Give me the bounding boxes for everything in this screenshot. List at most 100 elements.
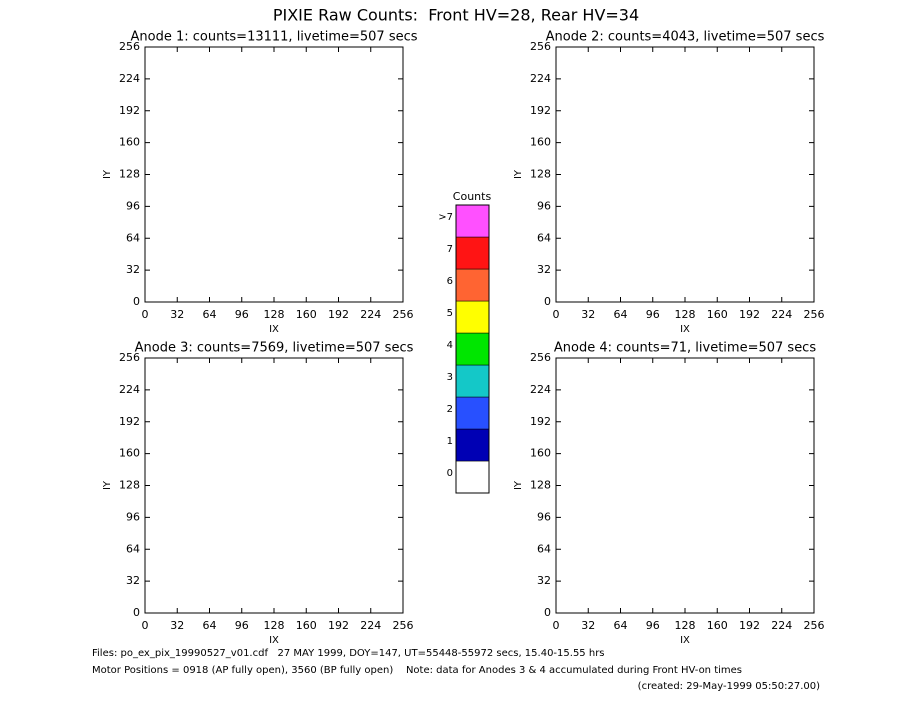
page-title: PIXIE Raw Counts: Front HV=28, Rear HV=3… <box>273 6 639 25</box>
y-tick-label: 128 <box>119 168 140 181</box>
footer-created: (created: 29-May-1999 05:50:27.00) <box>638 681 820 692</box>
x-tick-label: 64 <box>203 308 217 321</box>
x-tick-label: 192 <box>739 308 760 321</box>
x-tick-label: 32 <box>581 619 595 632</box>
x-axis-label: IX <box>680 324 690 335</box>
color-swatch <box>455 364 490 398</box>
colorbar-label: 0 <box>447 468 453 479</box>
y-tick-label: 128 <box>530 479 551 492</box>
plot-area <box>555 357 815 614</box>
x-tick-label: 64 <box>203 619 217 632</box>
x-tick-label: 160 <box>296 308 317 321</box>
y-tick-label: 160 <box>530 447 551 460</box>
x-tick-label: 256 <box>393 619 414 632</box>
y-tick-label: 160 <box>530 136 551 149</box>
color-swatch <box>455 268 490 302</box>
x-axis-label: IX <box>269 324 279 335</box>
x-tick-label: 64 <box>614 619 628 632</box>
colorbar-label: 2 <box>447 404 453 415</box>
x-tick-label: 96 <box>646 619 660 632</box>
x-tick-label: 0 <box>142 619 149 632</box>
y-tick-label: 0 <box>544 295 551 308</box>
x-tick-label: 32 <box>581 308 595 321</box>
y-axis-label: IY <box>513 480 524 490</box>
y-tick-label: 32 <box>537 263 551 276</box>
x-tick-label: 32 <box>170 619 184 632</box>
colorbar-label: >7 <box>438 212 453 223</box>
y-tick-label: 0 <box>544 606 551 619</box>
y-tick-label: 160 <box>119 447 140 460</box>
y-tick-label: 256 <box>119 351 140 364</box>
x-tick-label: 256 <box>804 619 825 632</box>
y-axis-label: IY <box>513 169 524 179</box>
colorbar-label: 4 <box>447 340 453 351</box>
y-tick-label: 32 <box>126 263 140 276</box>
y-tick-label: 224 <box>530 72 551 85</box>
y-tick-label: 96 <box>537 199 551 212</box>
x-axis-label: IX <box>269 635 279 646</box>
x-tick-label: 96 <box>235 308 249 321</box>
x-tick-label: 128 <box>675 619 696 632</box>
y-tick-label: 192 <box>119 104 140 117</box>
y-tick-label: 192 <box>530 104 551 117</box>
color-swatch <box>455 428 490 462</box>
panel-title: Anode 1: counts=13111, livetime=507 secs <box>130 30 417 45</box>
y-tick-label: 128 <box>530 168 551 181</box>
panel-title: Anode 2: counts=4043, livetime=507 secs <box>546 30 825 45</box>
panel-title: Anode 3: counts=7569, livetime=507 secs <box>135 341 414 356</box>
x-tick-label: 128 <box>675 308 696 321</box>
colorbar-label: 1 <box>447 436 453 447</box>
footer-files: Files: po_ex_pix_19990527_v01.cdf 27 MAY… <box>92 648 605 659</box>
color-swatch <box>455 460 490 494</box>
y-tick-label: 224 <box>530 383 551 396</box>
y-tick-label: 256 <box>119 40 140 53</box>
colorbar-label: 7 <box>447 244 453 255</box>
x-tick-label: 192 <box>328 308 349 321</box>
y-tick-label: 256 <box>530 40 551 53</box>
y-axis-label: IY <box>102 480 113 490</box>
x-tick-label: 224 <box>771 308 792 321</box>
panel-title: Anode 4: counts=71, livetime=507 secs <box>554 341 816 356</box>
plot-area <box>144 357 404 614</box>
y-tick-label: 96 <box>126 199 140 212</box>
x-tick-label: 96 <box>235 619 249 632</box>
y-tick-label: 128 <box>119 479 140 492</box>
y-tick-label: 224 <box>119 72 140 85</box>
y-tick-label: 32 <box>126 574 140 587</box>
y-tick-label: 224 <box>119 383 140 396</box>
x-tick-label: 192 <box>328 619 349 632</box>
color-swatch <box>455 204 490 238</box>
color-swatch <box>455 236 490 270</box>
x-tick-label: 0 <box>553 308 560 321</box>
colorbar-label: 5 <box>447 308 453 319</box>
x-tick-label: 256 <box>804 308 825 321</box>
x-tick-label: 128 <box>264 308 285 321</box>
x-tick-label: 64 <box>614 308 628 321</box>
colorbar-label: 6 <box>447 276 453 287</box>
y-tick-label: 64 <box>537 542 551 555</box>
x-tick-label: 224 <box>360 308 381 321</box>
x-tick-label: 256 <box>393 308 414 321</box>
y-axis-label: IY <box>102 169 113 179</box>
color-swatch <box>455 332 490 366</box>
x-tick-label: 160 <box>707 308 728 321</box>
y-tick-label: 32 <box>537 574 551 587</box>
y-tick-label: 64 <box>537 231 551 244</box>
x-tick-label: 192 <box>739 619 760 632</box>
x-tick-label: 160 <box>707 619 728 632</box>
plot-area <box>144 46 404 303</box>
color-swatch <box>455 396 490 430</box>
y-tick-label: 192 <box>119 415 140 428</box>
x-tick-label: 0 <box>142 308 149 321</box>
x-axis-label: IX <box>680 635 690 646</box>
x-tick-label: 224 <box>360 619 381 632</box>
x-tick-label: 32 <box>170 308 184 321</box>
y-tick-label: 160 <box>119 136 140 149</box>
y-tick-label: 96 <box>126 510 140 523</box>
footer-motor: Motor Positions = 0918 (AP fully open), … <box>92 665 742 676</box>
plot-area <box>555 46 815 303</box>
x-tick-label: 128 <box>264 619 285 632</box>
x-tick-label: 0 <box>553 619 560 632</box>
x-tick-label: 224 <box>771 619 792 632</box>
